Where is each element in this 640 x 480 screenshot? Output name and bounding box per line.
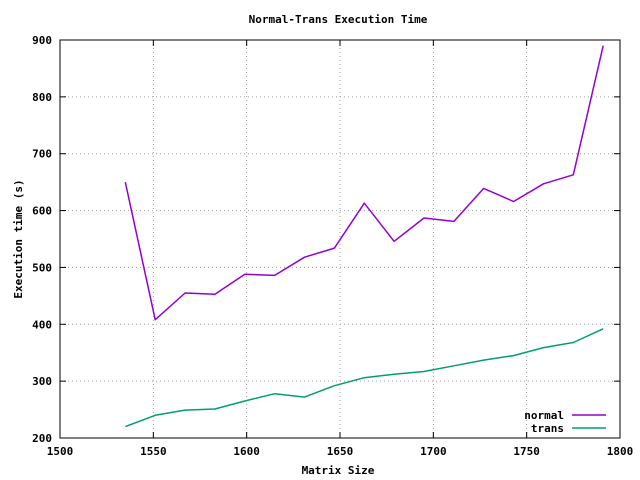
y-tick-label: 400: [32, 318, 52, 331]
legend-label-trans: trans: [531, 422, 564, 435]
x-tick-label: 1700: [420, 445, 447, 458]
series-layer: [124, 45, 604, 428]
grid-layer: [60, 40, 620, 438]
y-tick-label: 200: [32, 432, 52, 445]
y-tick-label: 300: [32, 375, 52, 388]
legend-label-normal: normal: [524, 409, 564, 422]
series-line-normal: [124, 45, 604, 321]
x-tick-label: 1500: [47, 445, 74, 458]
y-tick-label: 500: [32, 261, 52, 274]
y-tick-label: 700: [32, 148, 52, 161]
x-tick-label: 1650: [327, 445, 354, 458]
x-tick-label: 1550: [140, 445, 167, 458]
y-tick-label: 800: [32, 91, 52, 104]
x-axis-label: Matrix Size: [302, 464, 375, 477]
y-tick-label: 600: [32, 205, 52, 218]
axis-layer: 1500 1550 1600 1650 1700 1750 1800 200 300 400 500…: [32, 34, 633, 458]
y-tick-label: 900: [32, 34, 52, 47]
x-tick-label: 1750: [513, 445, 540, 458]
chart-title: Normal-Trans Execution Time: [249, 13, 428, 26]
x-tick-label: 1800: [607, 445, 634, 458]
x-tick-label: 1600: [233, 445, 260, 458]
series-line-trans: [125, 328, 604, 428]
y-axis-label: Execution time (s): [12, 179, 25, 298]
